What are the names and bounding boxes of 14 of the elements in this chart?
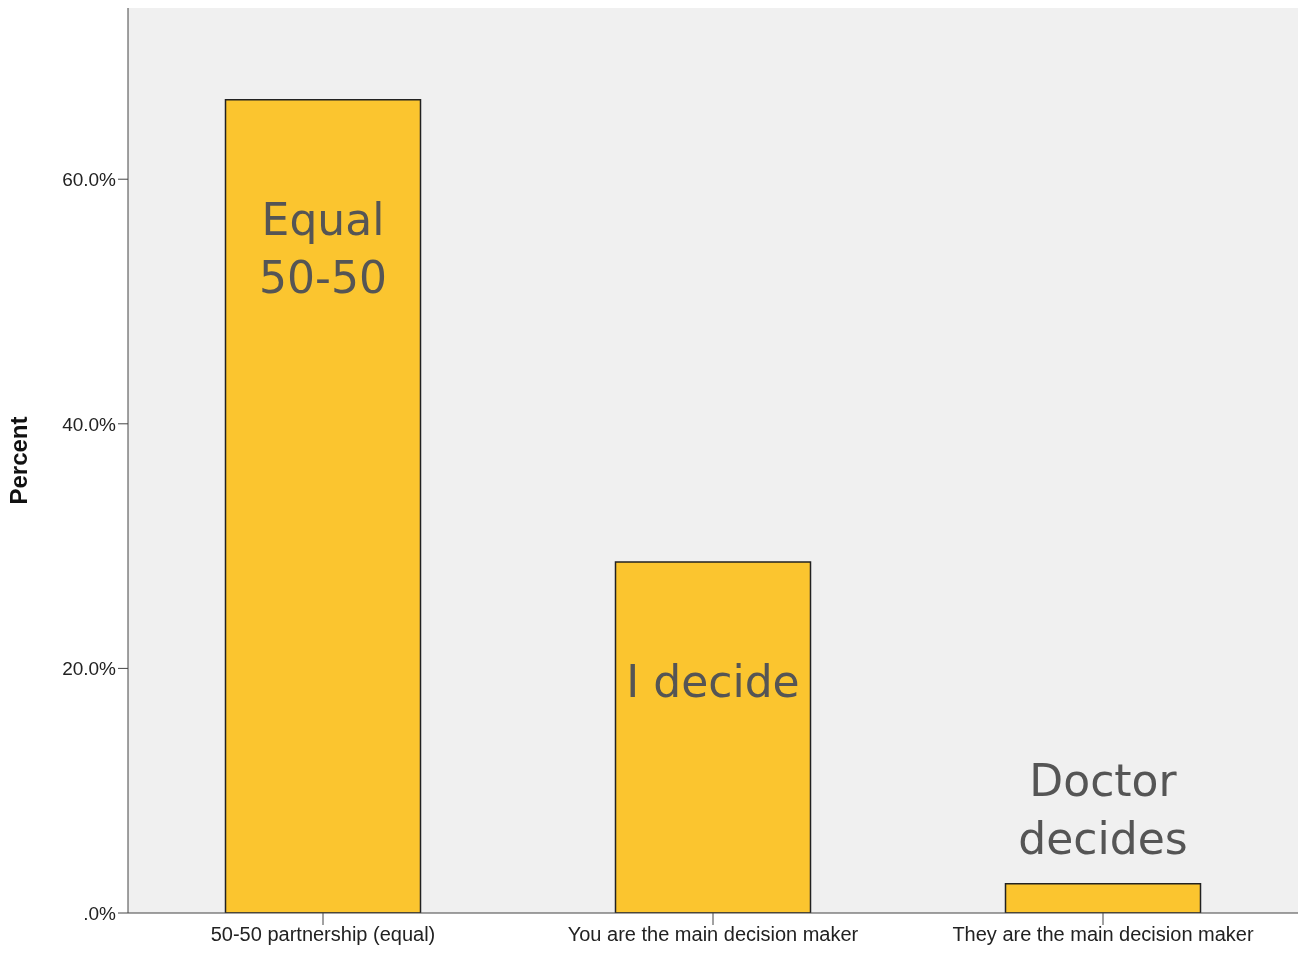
- y-tick-label: 60.0%: [62, 168, 117, 190]
- annotation: Doctor decides: [1018, 754, 1188, 864]
- x-tick-label: They are the main decision maker: [952, 923, 1254, 946]
- y-tick-label: 20.0%: [62, 658, 117, 680]
- annotation: Equal 50-50: [259, 193, 387, 303]
- x-tick-label: 50-50 partnership (equal): [210, 923, 436, 946]
- x-tick-label: You are the main decision maker: [567, 923, 859, 946]
- y-axis-title: Percent: [4, 416, 32, 505]
- bar: [224, 98, 422, 913]
- annotation: I decide: [626, 656, 800, 708]
- y-tick-label: 40.0%: [62, 413, 117, 435]
- y-tick-label: .0%: [83, 902, 117, 924]
- bar: [614, 561, 812, 913]
- bar: [1004, 882, 1202, 913]
